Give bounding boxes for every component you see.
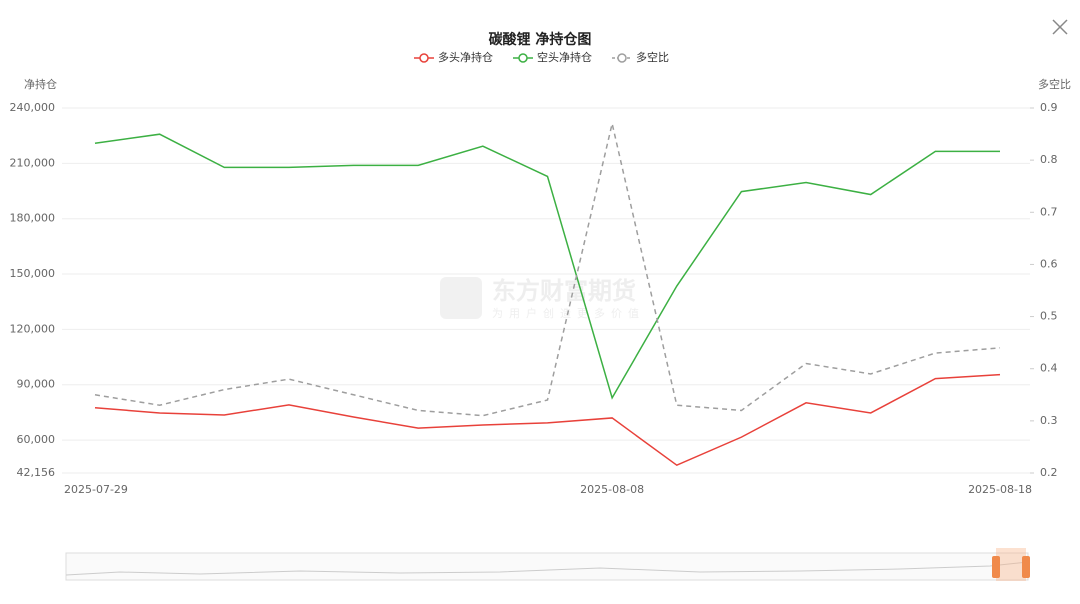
legend-label: 空头净持仓: [537, 50, 592, 64]
series-line: [94, 373, 1001, 467]
y-tick-label: 210,000: [10, 156, 56, 169]
x-tick-label: 2025-08-08: [580, 483, 644, 496]
zoom-handle[interactable]: [1022, 556, 1030, 578]
y-tick-label: 120,000: [10, 322, 56, 335]
y2-tick-label: 0.2: [1040, 466, 1058, 479]
watermark-slogan: 为用户创造更多价值: [492, 306, 645, 320]
legend-marker: [419, 53, 429, 63]
watermark-logo: [440, 277, 482, 319]
x-tick-label: 2025-07-29: [64, 483, 128, 496]
legend-marker: [518, 53, 528, 63]
y2-tick-label: 0.6: [1040, 257, 1058, 270]
close-icon[interactable]: [1052, 19, 1068, 35]
series-line: [94, 123, 1001, 417]
zoom-preview: [65, 561, 1029, 576]
legend-item[interactable]: 多空比: [612, 50, 669, 64]
y-tick-label: 150,000: [10, 267, 56, 280]
legend-label: 多空比: [636, 50, 669, 64]
y-tick-label: 240,000: [10, 101, 56, 114]
x-tick-label: 2025-08-18: [968, 483, 1032, 496]
y-tick-label: 180,000: [10, 212, 56, 225]
watermark-text: 东方财富期货: [492, 277, 636, 305]
y-tick-label: 90,000: [17, 378, 56, 391]
close-button[interactable]: [1052, 19, 1068, 35]
y2-tick-label: 0.9: [1040, 101, 1058, 114]
y2-tick-label: 0.4: [1040, 362, 1058, 375]
watermark: 东方财富期货 为用户创造更多价值: [440, 277, 645, 320]
chart-title: 碳酸锂 净持仓图: [489, 31, 592, 48]
legend-item[interactable]: 空头净持仓: [513, 50, 592, 64]
y-tick-label: 42,156: [17, 466, 56, 479]
y2-tick-label: 0.7: [1040, 205, 1058, 218]
y-tick-label: 60,000: [17, 433, 56, 446]
zoom-window[interactable]: [996, 548, 1026, 581]
zoom-handle[interactable]: [992, 556, 1000, 578]
legend-marker: [617, 53, 627, 63]
legend-label: 多头净持仓: [438, 50, 493, 64]
y-axis-label: 净持仓: [24, 77, 57, 91]
series-line: [94, 133, 1000, 400]
legend-item[interactable]: 多头净持仓: [414, 50, 493, 64]
y2-axis-label: 多空比: [1038, 77, 1071, 91]
data-zoom[interactable]: [65, 548, 1030, 581]
y2-tick-label: 0.8: [1040, 153, 1058, 166]
zoom-track[interactable]: [65, 552, 1029, 581]
y2-tick-label: 0.5: [1040, 310, 1058, 323]
y2-tick-label: 0.3: [1040, 414, 1058, 427]
